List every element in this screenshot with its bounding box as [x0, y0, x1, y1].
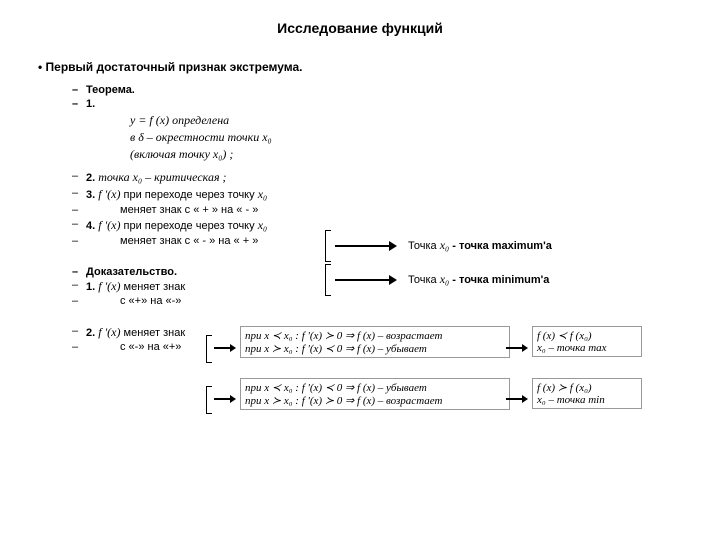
proof-box-2-res1: f (x) ≻ f (x₀): [537, 381, 637, 394]
proof-box-2-result: f (x) ≻ f (x₀) x₀ – точка min: [532, 378, 642, 409]
content: Первый достаточный признак экстремума. Т…: [30, 60, 690, 353]
arrow-max: [335, 240, 397, 252]
proof-2-fprime: f '(x): [98, 325, 120, 339]
proof-1: 1. f '(x) меняет знак: [30, 279, 690, 294]
item-4-text: при переходе через точку: [124, 220, 255, 232]
formula-line-2: в δ – окрестности точки x₀: [130, 129, 690, 146]
item-3-text: при переходе через точку: [124, 189, 255, 201]
result-max: Точка x₀ - точка maximum'а: [408, 238, 552, 253]
proof-1-sign: с «+» на «-»: [30, 295, 690, 307]
proof-1-fprime: f '(x): [98, 279, 120, 293]
sign-plus-minus: меняет знак с « + » на « - »: [30, 204, 690, 216]
theorem-label: Теорема.: [30, 84, 690, 96]
proof-2-arrow: [214, 395, 236, 403]
item-3: 3. f '(x) при переходе через точку x₀: [30, 187, 690, 202]
brace-1: [325, 230, 331, 262]
proof-2-num: 2.: [86, 327, 95, 339]
main-bullet: Первый достаточный признак экстремума.: [30, 60, 690, 74]
proof-label: Доказательство.: [30, 266, 690, 278]
item-2-text: точка x₀ – критическая ;: [98, 170, 226, 184]
slide: Исследование функций Первый достаточный …: [0, 0, 720, 540]
result-max-pre: Точка: [408, 240, 437, 252]
item-4-fprime: f '(x): [98, 218, 120, 232]
result-max-post: - точка maximum'а: [452, 240, 552, 252]
result-max-x0: x₀: [440, 238, 450, 252]
item-4-x0: x₀: [258, 218, 268, 232]
item-1-num: 1.: [30, 98, 690, 110]
formula-line-3: (включая точку x₀) ;: [130, 146, 690, 163]
proof-box-2-res2: x₀ – точка min: [537, 394, 637, 406]
proof-1-changes: меняет знак: [124, 281, 186, 293]
proof-2-arrow-r: [506, 395, 528, 403]
slide-title: Исследование функций: [30, 20, 690, 36]
proof-2-brace: [206, 386, 212, 414]
item-3-x0: x₀: [258, 187, 268, 201]
proof-2-sign: с «-» на «+»: [30, 341, 690, 353]
item-4-num: 4.: [86, 220, 95, 232]
proof-2-changes: меняет знак: [124, 327, 186, 339]
proof-2: 2. f '(x) меняет знак: [30, 325, 690, 340]
item-2: 2. точка x₀ – критическая ;: [30, 170, 690, 185]
item-3-num: 3.: [86, 189, 95, 201]
proof-box-2b: при x ≻ x₀ : f '(x) ≻ 0 ⇒ f (x) – возрас…: [245, 394, 505, 407]
item-2-num: 2.: [86, 172, 95, 184]
item-4: 4. f '(x) при переходе через точку x₀: [30, 218, 690, 233]
formula-block: y = f (x) определена в δ – окрестности т…: [130, 112, 690, 162]
item-3-fprime: f '(x): [98, 187, 120, 201]
proof-1-num: 1.: [86, 281, 95, 293]
proof-box-2a: при x ≺ x₀ : f '(x) ≺ 0 ⇒ f (x) – убывае…: [245, 381, 505, 394]
proof-box-2: при x ≺ x₀ : f '(x) ≺ 0 ⇒ f (x) – убывае…: [240, 378, 510, 410]
formula-line-1: y = f (x) определена: [130, 112, 690, 129]
